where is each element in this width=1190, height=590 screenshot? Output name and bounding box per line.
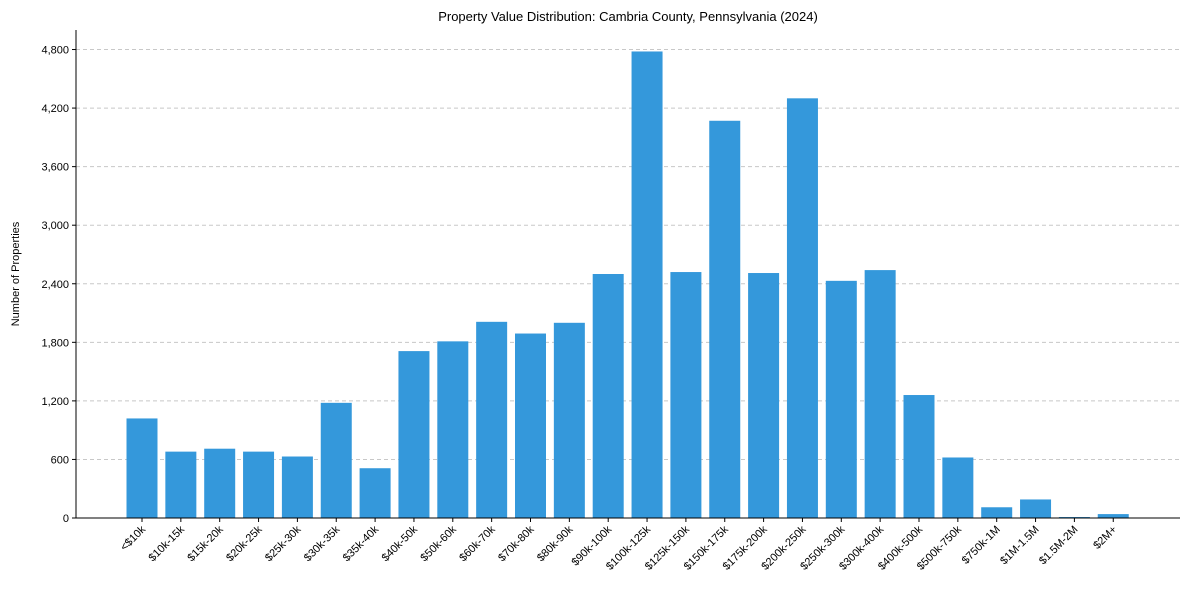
y-tick-label: 3,600 <box>41 162 69 174</box>
bar <box>243 451 275 518</box>
bar <box>359 468 391 518</box>
x-tick-label: $750k-1M <box>960 524 1003 567</box>
x-tick-label: $15k-20k <box>185 523 226 564</box>
x-tick-label: $70k-80k <box>496 523 537 564</box>
gridlines <box>76 49 1180 460</box>
y-tick-label: 4,200 <box>41 103 69 115</box>
bar <box>631 51 663 519</box>
x-tick-label: $60k-70k <box>457 523 498 564</box>
y-tick-label: 4,800 <box>41 45 69 57</box>
chart-title: Property Value Distribution: Cambria Cou… <box>438 9 818 24</box>
bars <box>126 51 1129 519</box>
bar <box>398 351 430 518</box>
x-tick-label: $30k-35k <box>302 523 343 564</box>
bar <box>437 341 469 518</box>
bar <box>903 395 935 518</box>
bar <box>864 270 896 518</box>
y-tick-label: 2,400 <box>41 279 69 291</box>
bar <box>592 274 624 518</box>
x-tick-label: $2M+ <box>1091 524 1119 552</box>
bar <box>786 98 818 518</box>
y-axis-label: Number of Properties <box>10 221 22 326</box>
bar <box>281 456 313 518</box>
y-axis: 0 600 1,200 1,800 2,400 3,000 3,600 4,200 4,800 <box>41 45 76 525</box>
x-tick-label: $35k-40k <box>341 523 382 564</box>
x-tick-label: $40k-50k <box>380 523 421 564</box>
bar <box>1020 499 1052 518</box>
x-tick-label: $25k-30k <box>263 523 304 564</box>
bar <box>748 273 780 518</box>
y-tick-label: 1,200 <box>41 396 69 408</box>
bar <box>515 333 546 518</box>
bar <box>204 448 236 518</box>
y-tick-label: 600 <box>51 454 69 466</box>
x-tick-label: $20k-25k <box>224 523 265 564</box>
x-tick-label: $50k-60k <box>418 523 459 564</box>
x-tick-label: $1.5M-2M <box>1037 524 1081 568</box>
bar <box>553 322 585 518</box>
y-tick-label: 3,000 <box>41 220 69 232</box>
bar <box>1097 514 1129 518</box>
x-tick-label: <$10k <box>118 523 148 553</box>
bar <box>709 120 741 518</box>
bar <box>165 451 197 518</box>
bar <box>942 457 974 518</box>
y-tick-label: 0 <box>63 513 69 525</box>
x-tick-label: $1M-1.5M <box>998 524 1042 568</box>
bar <box>825 280 857 518</box>
x-axis: <$10k$10k-15k$15k-20k$20k-25k$25k-30k$30… <box>118 518 1119 573</box>
x-tick-label: $80k-90k <box>535 523 576 564</box>
bar <box>320 402 352 518</box>
bar <box>476 321 508 518</box>
bar <box>670 272 702 518</box>
x-tick-label: $10k-15k <box>146 523 187 564</box>
bar <box>981 507 1013 518</box>
bar <box>126 418 158 518</box>
y-tick-label: 1,800 <box>41 337 69 349</box>
